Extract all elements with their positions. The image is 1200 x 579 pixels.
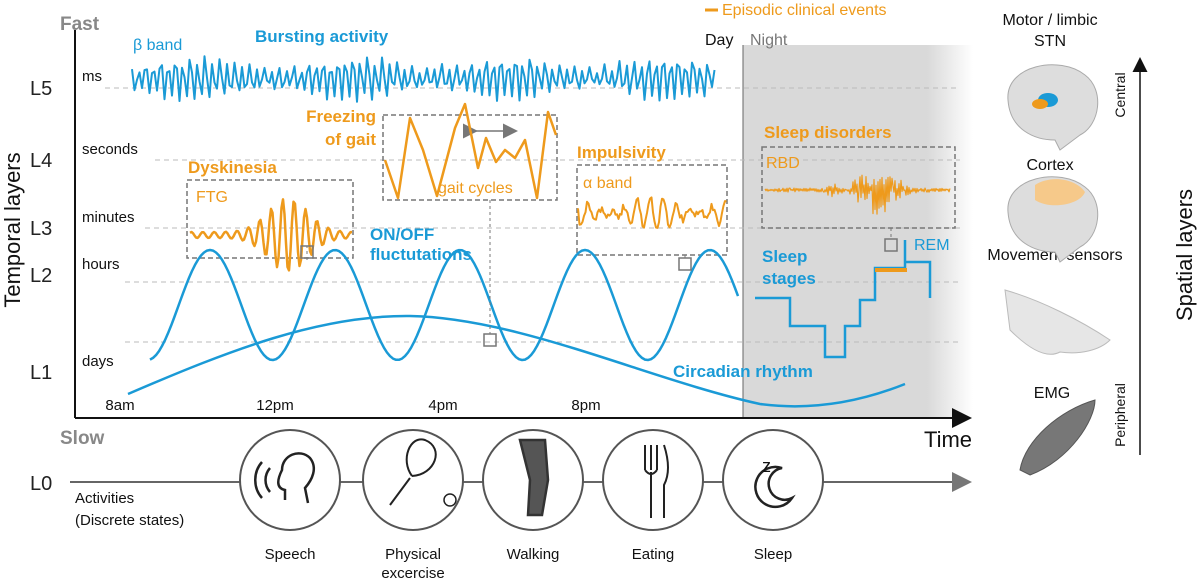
night-region — [743, 45, 973, 418]
bursting-wave — [131, 55, 716, 103]
activity-glyph — [443, 493, 457, 507]
spatial-axis-title: Spatial layers — [1172, 189, 1197, 321]
spatial-item-label: EMG — [1034, 385, 1070, 402]
activity-glyph — [518, 438, 550, 517]
activity-glyph — [389, 438, 437, 506]
slow-label: Slow — [60, 428, 105, 449]
activity-label: Walking — [507, 546, 560, 563]
event-marker — [483, 333, 497, 347]
time-tick-label: 12pm — [256, 397, 294, 414]
spatial-top-label: Central — [1112, 72, 1128, 117]
time-axis-title: Time — [924, 427, 972, 452]
time-tick-label: 8pm — [571, 397, 600, 414]
level-label: L3 — [30, 218, 52, 240]
inset-box — [382, 114, 558, 201]
level-label: L5 — [30, 78, 52, 100]
signal-label: ON/OFF — [370, 225, 434, 244]
spatial-item-label: Motor / limbic — [1002, 12, 1097, 29]
activity-glyph — [754, 465, 794, 509]
signal-label: Sleep — [762, 247, 807, 266]
signal-label: REM — [914, 237, 950, 254]
event-marker — [678, 257, 692, 271]
level-label: L4 — [30, 150, 52, 172]
inset-box — [576, 164, 728, 256]
activity-label: excercise — [381, 565, 444, 579]
activity-label: Speech — [265, 546, 316, 563]
level-unit: hours — [82, 256, 120, 273]
activity-glyph: ᴢ — [762, 456, 771, 476]
signal-label: Dyskinesia — [188, 158, 277, 177]
day-label: Day — [705, 32, 733, 49]
signal-label: Circadian rhythm — [673, 362, 813, 381]
hand-icon — [1004, 289, 1111, 355]
time-tick-label: 8am — [105, 397, 134, 414]
inset-box — [186, 179, 354, 259]
level-label: L0 — [30, 473, 52, 495]
signal-label: gait cycles — [438, 180, 513, 197]
activities-label: Activities — [75, 490, 134, 507]
level-unit: minutes — [82, 209, 135, 226]
spatial-item-label: STN — [1034, 33, 1066, 50]
level-unit: ms — [82, 68, 102, 85]
activity-icon — [362, 429, 464, 531]
activity-label: Physical — [385, 546, 441, 563]
freezing-wave — [383, 102, 558, 200]
onoff-wave — [149, 248, 740, 362]
impulsivity-wave — [577, 196, 727, 229]
signal-label: fluctutations — [370, 245, 472, 264]
activity-glyph — [644, 444, 669, 518]
rbd-wave — [764, 174, 951, 215]
level-label: L1 — [30, 362, 52, 384]
spatial-bottom-label: Peripheral — [1112, 383, 1128, 447]
signal-label: of gait — [325, 130, 376, 149]
signal-label: stages — [762, 269, 816, 288]
signal-label: Impulsivity — [577, 143, 666, 162]
legend-label: Episodic clinical events — [722, 2, 887, 19]
signal-label: α band — [583, 175, 632, 192]
brain-icon — [1007, 64, 1099, 151]
activity-glyph — [254, 461, 271, 499]
event-marker — [300, 245, 314, 259]
signal-label: RBD — [766, 155, 800, 172]
event-marker — [884, 238, 898, 252]
muscle-icon — [1019, 399, 1096, 476]
activity-icon — [239, 429, 341, 531]
activity-glyph — [277, 452, 316, 504]
signal-label: β band — [133, 37, 182, 54]
signal-label: Freezing — [306, 107, 376, 126]
dyskinesia-wave — [189, 198, 352, 272]
time-tick-label: 4pm — [428, 397, 457, 414]
activity-icon — [722, 429, 824, 531]
temporal-axis-title: Temporal layers — [0, 152, 25, 307]
activity-icon — [602, 429, 704, 531]
level-label: L2 — [30, 265, 52, 287]
signal-label: FTG — [196, 189, 228, 206]
sleep-stage-wave — [755, 240, 932, 359]
signal-label: Bursting activity — [255, 27, 389, 46]
activity-label: Sleep — [754, 546, 792, 563]
fast-label: Fast — [60, 14, 100, 35]
brain-icon — [1007, 176, 1099, 263]
level-unit: days — [82, 353, 114, 370]
spatial-item-label: Movement sensors — [987, 247, 1122, 264]
activity-label: Eating — [632, 546, 675, 563]
level-unit: seconds — [82, 141, 138, 158]
inset-box — [761, 146, 956, 229]
spatial-item-label: Cortex — [1026, 157, 1073, 174]
circadian-wave — [127, 314, 906, 408]
activities-sublabel: (Discrete states) — [75, 512, 184, 529]
signal-label: Sleep disorders — [764, 123, 892, 142]
night-label: Night — [750, 32, 788, 49]
